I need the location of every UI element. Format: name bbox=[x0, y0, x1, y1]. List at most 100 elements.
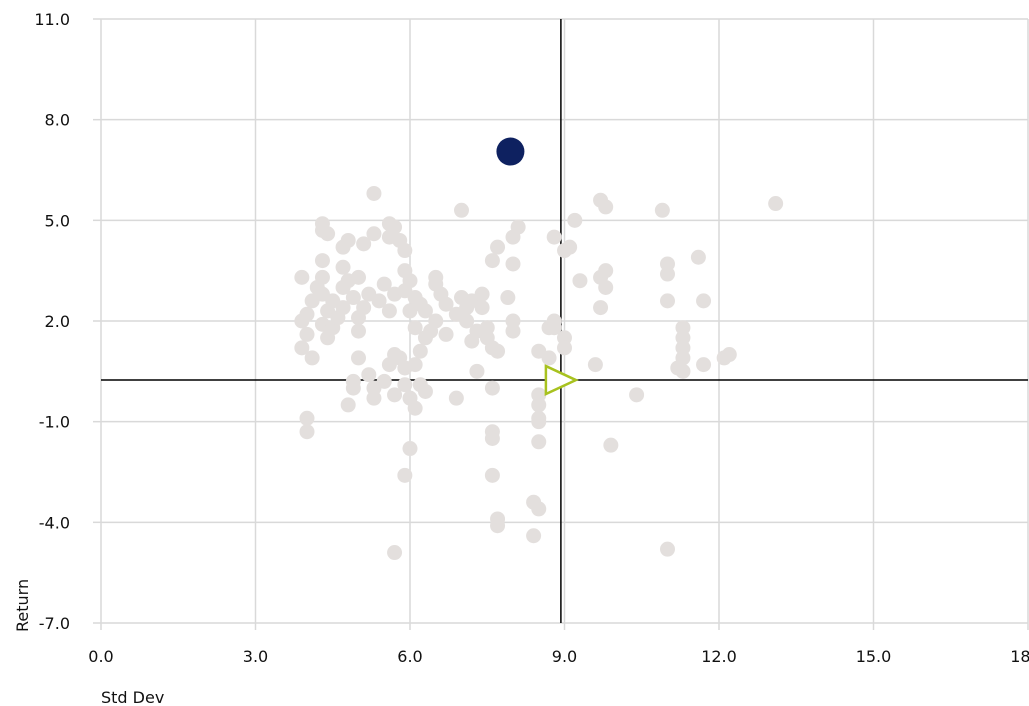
peer-point bbox=[366, 390, 382, 406]
peer-point bbox=[438, 326, 454, 342]
peer-point bbox=[417, 383, 433, 399]
benchmark-triangle-marker bbox=[544, 364, 579, 397]
y-tick-label: 8.0 bbox=[45, 111, 70, 130]
peer-point bbox=[294, 340, 310, 356]
peer-point bbox=[484, 380, 500, 396]
peer-point bbox=[299, 326, 315, 342]
peer-point bbox=[490, 343, 506, 359]
y-tick-label: -1.0 bbox=[39, 413, 70, 432]
y-tick-label: 2.0 bbox=[45, 312, 70, 331]
peer-point bbox=[366, 185, 382, 201]
x-axis-title: Std Dev bbox=[101, 688, 164, 706]
peer-point bbox=[531, 434, 547, 450]
peer-point bbox=[598, 279, 614, 295]
peer-point bbox=[510, 219, 526, 235]
peer-point bbox=[572, 273, 588, 289]
peer-point bbox=[438, 296, 454, 312]
y-axis-title: Return bbox=[13, 579, 32, 632]
peer-point bbox=[294, 269, 310, 285]
peer-point bbox=[412, 343, 428, 359]
peer-point bbox=[397, 467, 413, 483]
peer-point bbox=[490, 239, 506, 255]
peer-point bbox=[407, 400, 423, 416]
x-tick-label: 6.0 bbox=[397, 647, 422, 666]
peer-point bbox=[423, 323, 439, 339]
peer-point bbox=[314, 269, 330, 285]
peer-point bbox=[505, 256, 521, 272]
peer-point bbox=[531, 414, 547, 430]
peer-point bbox=[381, 303, 397, 319]
x-tick-label: 15.0 bbox=[856, 647, 892, 666]
peer-point bbox=[356, 300, 372, 316]
peer-point bbox=[376, 373, 392, 389]
x-tick-label: 18.0 bbox=[1010, 647, 1029, 666]
peer-point bbox=[299, 410, 315, 426]
y-tick-label: -7.0 bbox=[39, 614, 70, 633]
peer-point bbox=[397, 377, 413, 393]
peer-point bbox=[541, 350, 557, 366]
peer-point bbox=[505, 323, 521, 339]
peer-point bbox=[567, 212, 583, 228]
peer-point bbox=[387, 545, 403, 561]
peer-point bbox=[299, 424, 315, 440]
peer-point bbox=[387, 219, 403, 235]
data-points bbox=[294, 137, 784, 561]
peer-point bbox=[407, 357, 423, 373]
peer-point bbox=[402, 441, 418, 457]
peer-point bbox=[299, 306, 315, 322]
peer-point bbox=[531, 397, 547, 413]
peer-point bbox=[474, 300, 490, 316]
x-tick-label: 12.0 bbox=[701, 647, 737, 666]
peer-point bbox=[417, 303, 433, 319]
peer-point bbox=[593, 300, 609, 316]
peer-point bbox=[629, 387, 645, 403]
peer-point bbox=[314, 216, 330, 232]
peer-point bbox=[340, 232, 356, 248]
peer-point bbox=[356, 236, 372, 252]
peer-point bbox=[587, 357, 603, 373]
y-tick-label: 5.0 bbox=[45, 211, 70, 230]
peer-point bbox=[314, 253, 330, 269]
peer-point bbox=[351, 350, 366, 366]
peer-point bbox=[484, 430, 500, 446]
peer-point bbox=[366, 226, 382, 242]
x-tick-label: 0.0 bbox=[88, 647, 113, 666]
peer-point bbox=[598, 263, 614, 279]
peer-point bbox=[603, 437, 619, 453]
peer-point bbox=[340, 397, 356, 413]
peer-point bbox=[660, 541, 675, 557]
peer-point bbox=[660, 293, 675, 309]
x-tick-label: 3.0 bbox=[243, 647, 268, 666]
y-tick-label: -4.0 bbox=[39, 513, 70, 532]
peer-point bbox=[448, 390, 464, 406]
y-tick-label: 11.0 bbox=[34, 10, 70, 29]
peer-point bbox=[304, 350, 320, 366]
peer-point bbox=[660, 266, 675, 282]
peer-point bbox=[335, 300, 351, 316]
peer-point bbox=[376, 276, 392, 292]
peer-point bbox=[459, 313, 475, 329]
peer-point bbox=[484, 253, 500, 269]
peer-point bbox=[335, 259, 351, 275]
peer-point bbox=[654, 202, 670, 218]
peer-point bbox=[546, 320, 562, 336]
peer-point bbox=[690, 249, 706, 265]
peer-point bbox=[557, 340, 572, 356]
peer-point bbox=[345, 380, 361, 396]
peer-point bbox=[484, 467, 500, 483]
peer-point bbox=[696, 357, 712, 373]
peer-point bbox=[469, 363, 485, 379]
peer-point bbox=[531, 501, 547, 517]
peer-point bbox=[464, 333, 480, 349]
peer-point bbox=[407, 320, 423, 336]
peer-point bbox=[526, 528, 542, 544]
peer-point bbox=[371, 293, 387, 309]
peer-point bbox=[490, 518, 506, 534]
peer-point bbox=[500, 290, 516, 306]
highlight-point bbox=[496, 137, 525, 166]
peer-point bbox=[546, 229, 562, 245]
peer-point bbox=[345, 290, 361, 306]
peer-point bbox=[562, 239, 578, 255]
tick-labels: 0.0 3.0 6.0 9.0 12.0 15.0 18.0 11.0 8.0 5.0 2.0 -1.… bbox=[34, 10, 1029, 666]
